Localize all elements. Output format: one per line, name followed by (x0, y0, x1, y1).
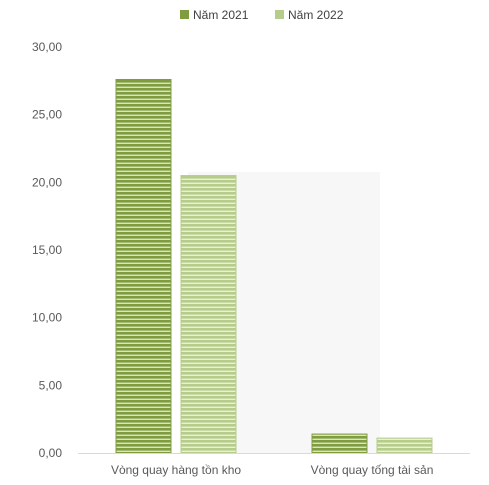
category-label: Vòng quay hàng tồn kho (111, 463, 241, 477)
x-axis: Vòng quay hàng tồn kho Vòng quay tống tài… (78, 454, 470, 478)
y-axis: 0,00 5,00 10,00 15,00 20,00 25,00 30,00 (32, 40, 62, 460)
bar-2021-1 (116, 79, 171, 453)
y-tick-label: 5,00 (39, 378, 63, 392)
plot-area (116, 79, 432, 453)
legend-swatch (180, 10, 189, 19)
legend: Năm 2021 Năm 2022 (180, 8, 344, 22)
bar-2021-2 (312, 434, 367, 453)
legend-label: Năm 2022 (288, 8, 344, 22)
y-tick-label: 0,00 (39, 446, 63, 460)
y-tick-label: 20,00 (32, 175, 62, 189)
y-tick-label: 15,00 (32, 243, 62, 257)
y-tick-label: 10,00 (32, 311, 62, 325)
category-label: Vòng quay tống tài sản (311, 463, 434, 477)
bar-2022-2 (377, 438, 432, 453)
y-tick-label: 25,00 (32, 108, 62, 122)
legend-label: Năm 2021 (193, 8, 249, 22)
legend-swatch (275, 10, 284, 19)
y-tick-label: 30,00 (32, 40, 62, 54)
bar-2022-1 (181, 176, 236, 453)
